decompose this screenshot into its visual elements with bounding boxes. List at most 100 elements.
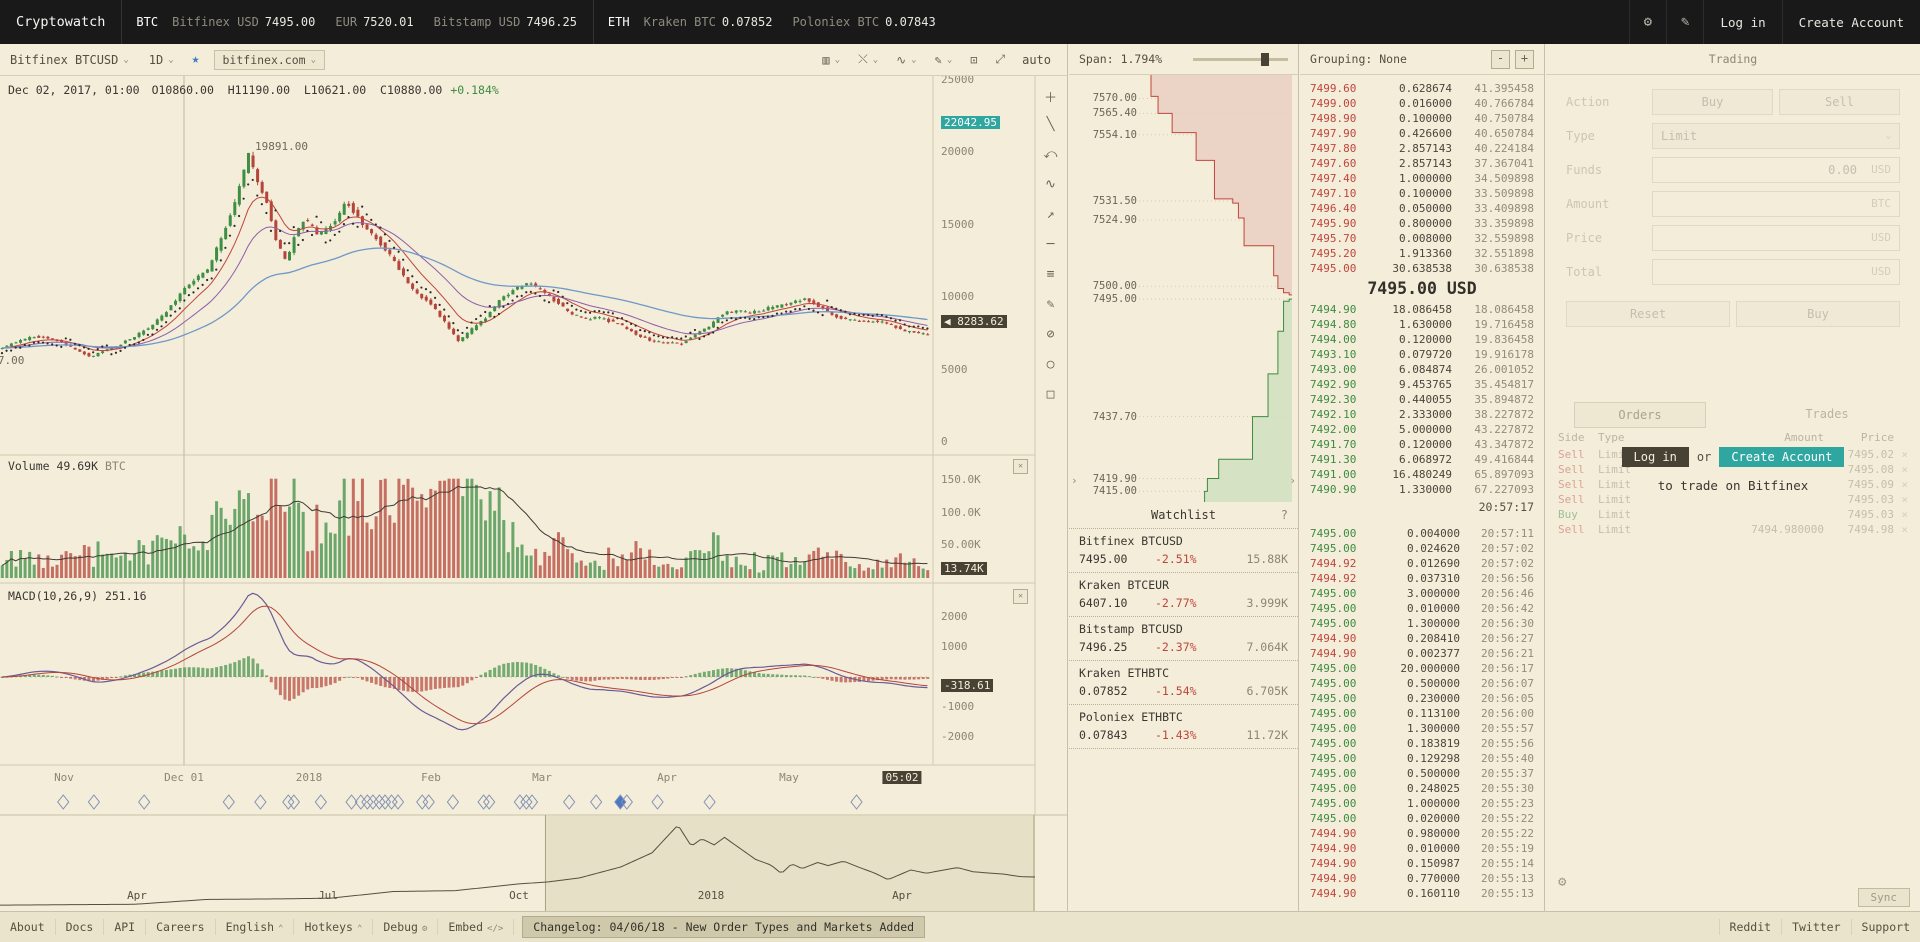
watchlist-item[interactable]: Bitfinex BTCUSD 7495.00 -2.51% 15.88K [1069, 529, 1298, 573]
trade-row[interactable]: 7495.00 3.000000 20:56:46 [1300, 586, 1544, 601]
interval-selector[interactable]: 1D ⌄ [139, 53, 184, 67]
trade-row[interactable]: 7495.00 0.004000 20:57:11 [1300, 526, 1544, 541]
fullscreen-icon[interactable]: ⤢ [995, 52, 1006, 66]
bid-row[interactable]: 7494.80 1.630000 19.716458 [1300, 317, 1544, 332]
funds-input[interactable]: 0.00 USD [1652, 157, 1900, 183]
event-marker-icon[interactable] [422, 794, 435, 810]
submit-buy-button[interactable]: Buy [1736, 301, 1900, 327]
footer-embed[interactable]: Embed </> [438, 919, 515, 935]
overlay-create-account-button[interactable]: Create Account [1719, 447, 1845, 467]
open-order-row[interactable]: Sell Limit 7494.980000 7494.98 × [1558, 522, 1908, 537]
volume-pane-close-icon[interactable]: ✕ [1013, 459, 1028, 474]
trade-row[interactable]: 7495.00 0.010000 20:56:42 [1300, 601, 1544, 616]
ticker-item[interactable]: Bitstamp USD 7496.25 [434, 15, 577, 29]
trade-row[interactable]: 7494.90 0.208410 20:56:27 [1300, 631, 1544, 646]
event-marker-icon[interactable] [366, 794, 380, 810]
rectangle-tool-icon[interactable]: □ [1046, 387, 1055, 402]
order-type-select[interactable]: Limit ⌄ [1652, 123, 1900, 149]
trade-row[interactable]: 7495.00 0.248025 20:55:30 [1300, 781, 1544, 796]
ask-row[interactable]: 7495.00 30.638538 30.638538 [1300, 261, 1544, 276]
favorite-icon[interactable]: ★ [191, 52, 200, 67]
brush-tool-icon[interactable]: ✎ [1046, 297, 1055, 312]
settings-icon[interactable]: ⚙ [1628, 0, 1666, 44]
trade-row[interactable]: 7495.00 0.024620 20:57:02 [1300, 541, 1544, 556]
sync-button[interactable]: Sync [1857, 888, 1910, 907]
trade-row[interactable]: 7494.90 0.980000 20:55:22 [1300, 826, 1544, 841]
trade-row[interactable]: 7495.00 1.000000 20:55:23 [1300, 796, 1544, 811]
sell-toggle-button[interactable]: Sell [1779, 89, 1900, 115]
price-chart[interactable] [0, 44, 1068, 912]
ellipse-tool-icon[interactable]: ○ [1046, 357, 1055, 372]
event-marker-icon[interactable] [850, 794, 863, 810]
ask-row[interactable]: 7495.70 0.008000 32.559898 [1300, 231, 1544, 246]
footer-social-link[interactable]: Twitter [1781, 919, 1850, 935]
indicators-icon[interactable]: ∿ ⌄ [896, 52, 917, 67]
event-marker-icon[interactable] [57, 794, 70, 810]
tab-orders[interactable]: Orders [1574, 402, 1706, 428]
ticker-item[interactable]: Bitfinex USD 7495.00 [172, 15, 315, 29]
trade-row[interactable]: 7495.00 0.500000 20:56:07 [1300, 676, 1544, 691]
event-marker-icon[interactable] [563, 794, 576, 810]
trade-row[interactable]: 7495.00 1.300000 20:56:30 [1300, 616, 1544, 631]
event-marker-icon[interactable] [589, 794, 603, 810]
trade-row[interactable]: 7494.90 0.150987 20:55:14 [1300, 856, 1544, 871]
event-marker-icon[interactable] [520, 794, 533, 810]
trade-row[interactable]: 7495.00 0.230000 20:56:05 [1300, 691, 1544, 706]
event-marker-icon[interactable] [87, 794, 101, 810]
total-input[interactable]: USD [1652, 259, 1900, 285]
depth-chart[interactable] [1069, 44, 1299, 502]
bid-row[interactable]: 7493.00 6.084874 26.001052 [1300, 362, 1544, 377]
market-selector[interactable]: Bitfinex BTCUSD ⌄ [0, 53, 139, 67]
event-marker-icon[interactable] [373, 794, 386, 810]
fib-tool-icon[interactable]: ⤺ [1043, 147, 1058, 162]
event-marker-icon[interactable] [378, 794, 392, 810]
trade-row[interactable]: 7494.92 0.012690 20:57:02 [1300, 556, 1544, 571]
event-marker-icon[interactable] [446, 794, 460, 810]
footer-social-link[interactable]: Support [1850, 919, 1920, 935]
event-marker-icon[interactable] [703, 794, 716, 810]
bid-row[interactable]: 7493.10 0.079720 19.916178 [1300, 347, 1544, 362]
bid-row[interactable]: 7492.00 5.000000 43.227872 [1300, 422, 1544, 437]
ask-row[interactable]: 7495.90 0.800000 33.359898 [1300, 216, 1544, 231]
grouping-increase-button[interactable]: + [1515, 49, 1534, 69]
parallel-lines-tool-icon[interactable]: ≡ [1046, 267, 1055, 282]
event-marker-icon[interactable] [361, 794, 374, 810]
auto-scale-toggle[interactable]: auto [1022, 52, 1051, 67]
ask-row[interactable]: 7497.60 2.857143 37.367041 [1300, 156, 1544, 171]
bid-row[interactable]: 7491.30 6.068972 49.416844 [1300, 452, 1544, 467]
event-marker-icon[interactable] [354, 794, 367, 810]
span-slider[interactable] [1193, 52, 1288, 66]
ask-row[interactable]: 7495.20 1.913360 32.551898 [1300, 246, 1544, 261]
ticker-item[interactable]: Kraken BTC 0.07852 [644, 15, 773, 29]
trade-row[interactable]: 7494.92 0.037310 20:56:56 [1300, 571, 1544, 586]
event-marker-icon[interactable] [222, 794, 235, 810]
event-marker-icon[interactable] [345, 794, 358, 810]
exchange-link[interactable]: bitfinex.com ⌄ [213, 49, 326, 70]
cancel-order-icon[interactable]: × [1901, 493, 1908, 506]
cancel-order-icon[interactable]: × [1901, 508, 1908, 521]
event-marker-icon[interactable] [651, 794, 664, 810]
create-account-link[interactable]: Create Account [1781, 0, 1920, 44]
ask-row[interactable]: 7497.10 0.100000 33.509898 [1300, 186, 1544, 201]
event-marker-icon[interactable] [287, 794, 301, 810]
tab-trades[interactable]: Trades [1805, 407, 1849, 421]
ask-row[interactable]: 7499.00 0.016000 40.766784 [1300, 96, 1544, 111]
trade-row[interactable]: 7494.90 0.160110 20:55:13 [1300, 886, 1544, 901]
footer-menu[interactable]: English ⌃ [216, 919, 295, 935]
watchlist-item[interactable]: Kraken BTCEUR 6407.10 -2.77% 3.999K [1069, 573, 1298, 617]
trade-row[interactable]: 7495.00 0.129298 20:55:40 [1300, 751, 1544, 766]
macd-pane-close-icon[interactable]: ✕ [1013, 589, 1028, 604]
bid-row[interactable]: 7492.10 2.333000 38.227872 [1300, 407, 1544, 422]
event-marker-icon[interactable] [483, 794, 496, 810]
event-marker-icon[interactable] [477, 794, 490, 810]
bid-row[interactable]: 7492.90 9.453765 35.454817 [1300, 377, 1544, 392]
event-marker-icon[interactable] [416, 794, 429, 810]
cancel-order-icon[interactable]: × [1901, 478, 1908, 491]
ask-row[interactable]: 7497.40 1.000000 34.509898 [1300, 171, 1544, 186]
ask-row[interactable]: 7496.40 0.050000 33.409898 [1300, 201, 1544, 216]
event-marker-icon[interactable] [138, 794, 151, 810]
footer-menu[interactable]: Hotkeys ⌃ [294, 919, 374, 935]
trade-row[interactable]: 7495.00 0.020000 20:55:22 [1300, 811, 1544, 826]
event-marker-icon[interactable] [314, 794, 327, 810]
trade-row[interactable]: 7494.90 0.770000 20:55:13 [1300, 871, 1544, 886]
